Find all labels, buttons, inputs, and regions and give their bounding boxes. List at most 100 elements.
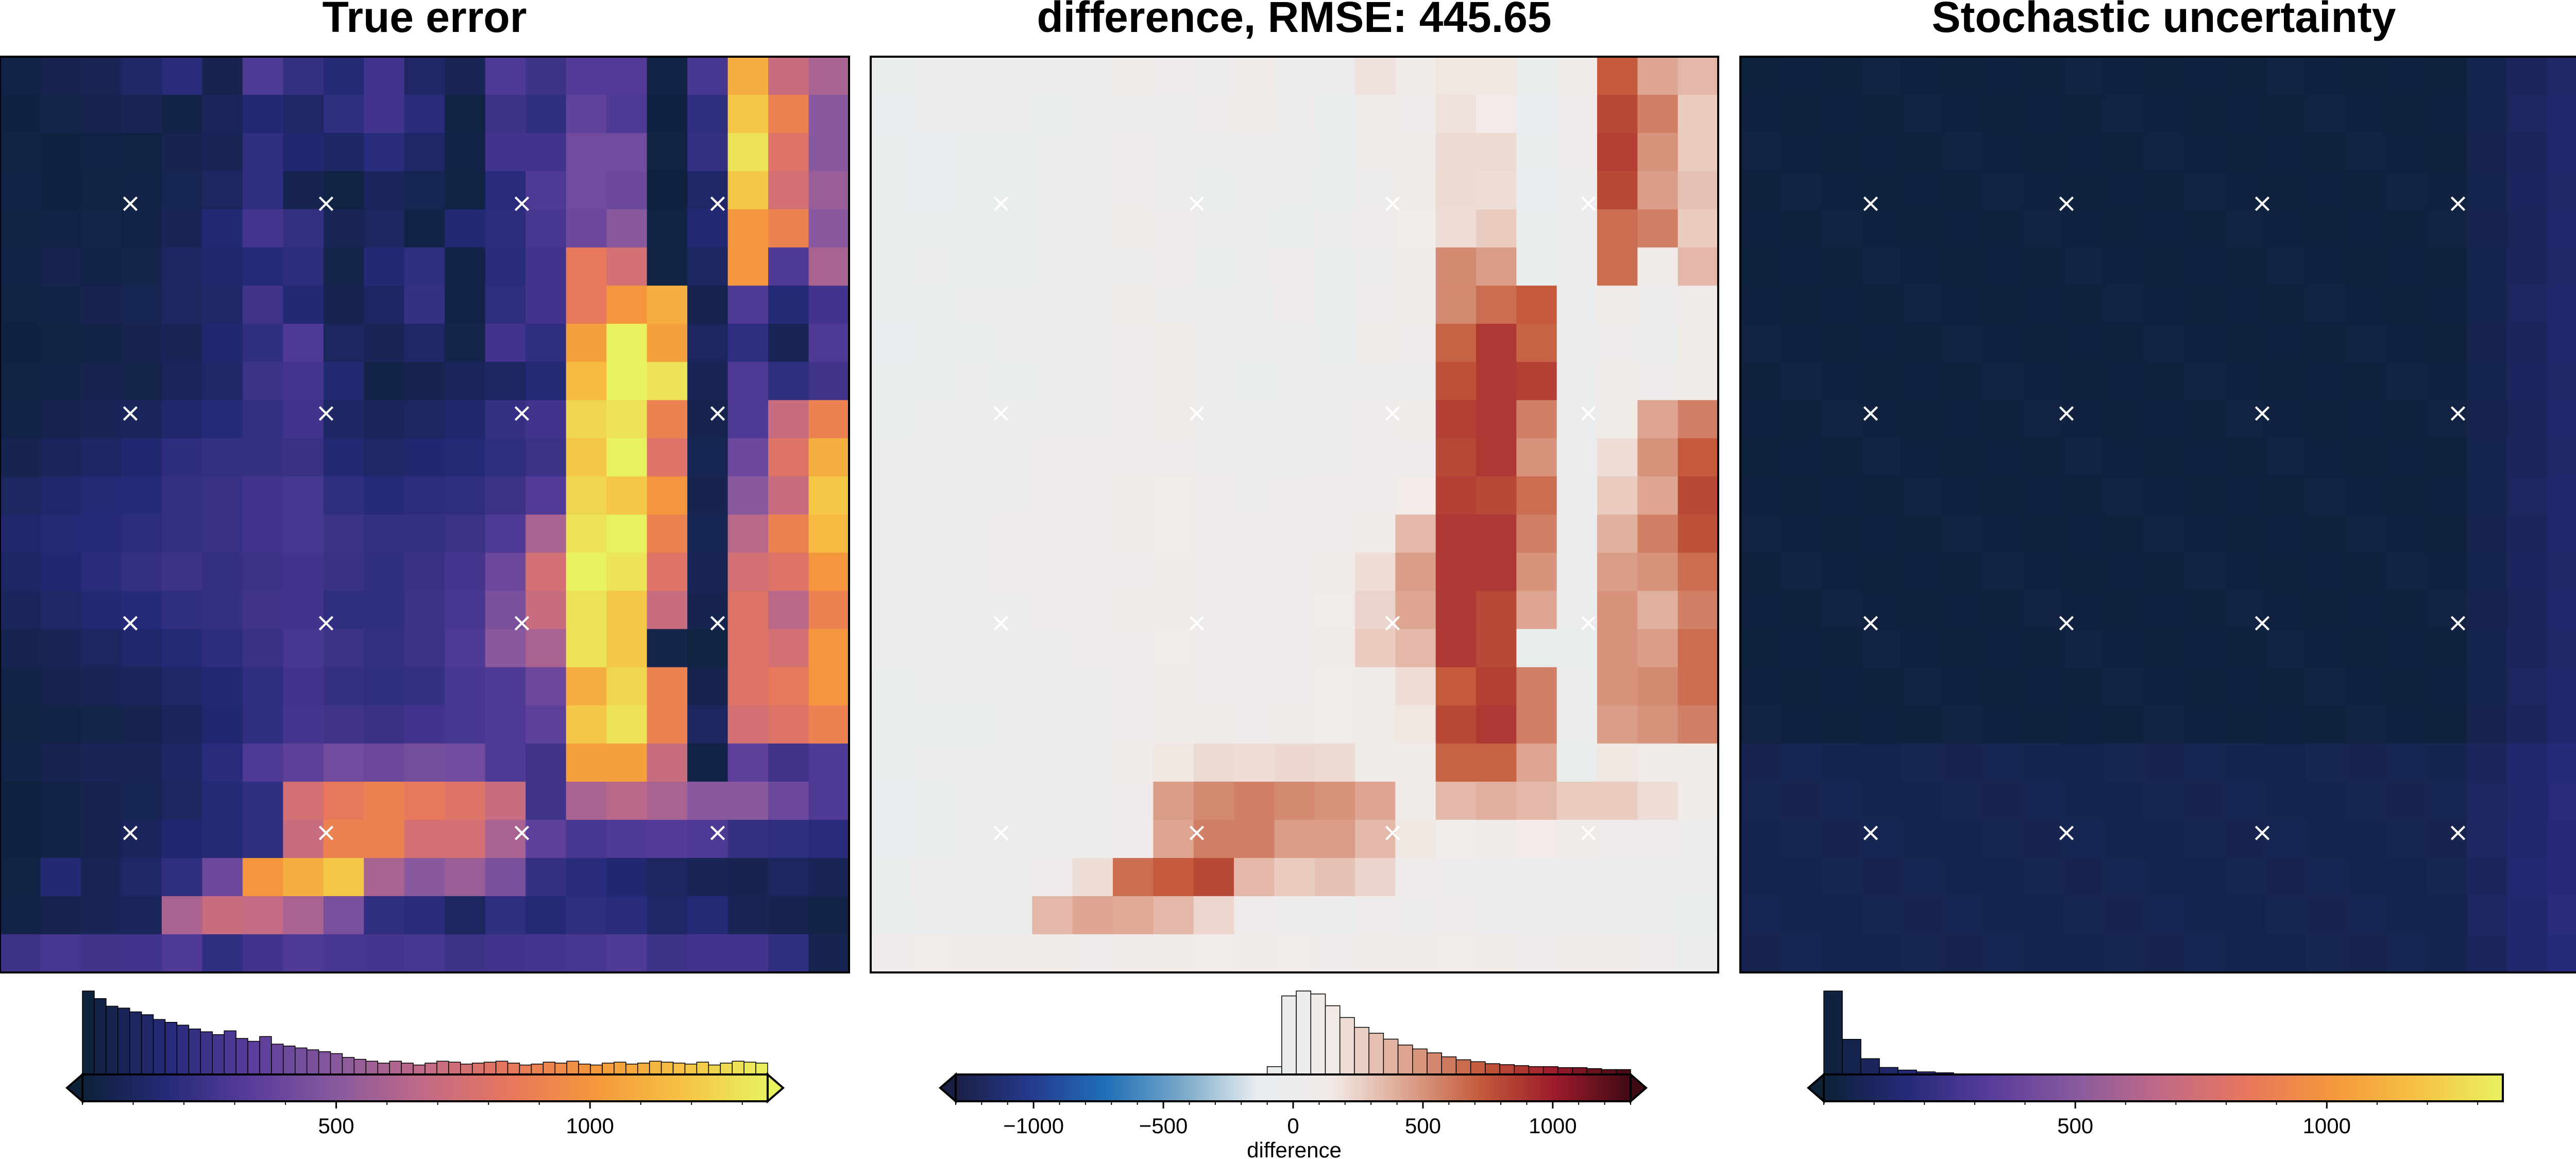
heatmap-cell (526, 591, 567, 630)
station-marker: × (707, 188, 728, 218)
heatmap-cell (80, 285, 122, 325)
heatmap-cell (911, 362, 952, 401)
histogram-bar (625, 1064, 638, 1075)
heatmap-cell (1516, 57, 1557, 95)
heatmap-cell (121, 629, 162, 668)
heatmap-cell (526, 552, 567, 592)
heatmap-cell (2467, 438, 2508, 477)
heatmap-cell (1234, 629, 1275, 668)
heatmap-cell (202, 324, 243, 363)
heatmap-cell (1597, 629, 1638, 668)
heatmap-cell (161, 438, 203, 477)
colorbar: 500 1000 (65, 1072, 785, 1138)
heatmap-cell (1597, 781, 1638, 820)
heatmap-cell (2426, 858, 2467, 897)
heatmap-cell (526, 705, 567, 744)
heatmap-cell (1113, 896, 1154, 935)
heatmap-cell (202, 781, 243, 820)
heatmap-cell (1395, 95, 1436, 133)
heatmap-cell (2144, 95, 2185, 133)
heatmap-cell (1395, 247, 1436, 287)
heatmap-cell (951, 285, 992, 325)
heatmap-cell (808, 629, 850, 668)
heatmap-cell (1234, 705, 1275, 744)
heatmap-cell (1861, 209, 1903, 248)
heatmap-cell (161, 934, 203, 973)
heatmap-cell (2265, 514, 2306, 553)
heatmap-cell (768, 552, 809, 592)
heatmap-cell (283, 400, 324, 439)
heatmap-cell (2426, 95, 2467, 133)
heatmap-cell (485, 57, 526, 95)
heatmap-cell (1781, 285, 1822, 325)
station-marker: × (511, 398, 533, 428)
heatmap-cell (992, 781, 1033, 820)
heatmap-cell (1861, 285, 1903, 325)
heatmap-cell (2426, 247, 2467, 287)
heatmap-cell (1740, 591, 1782, 630)
station-marker: × (1382, 398, 1403, 428)
heatmap-cell (2265, 858, 2306, 897)
heatmap-cell (1234, 57, 1275, 95)
heatmap-cell (40, 781, 81, 820)
heatmap-cell (1516, 858, 1557, 897)
heatmap-cell (1193, 476, 1234, 515)
heatmap-cell (445, 362, 486, 401)
colorbar-label: difference (1247, 1138, 1342, 1159)
heatmap-cell (2265, 476, 2306, 515)
heatmap-cell (1597, 209, 1638, 248)
heatmap-cell (242, 400, 284, 439)
heatmap-cell (1435, 362, 1477, 401)
heatmap-cell (1274, 324, 1315, 363)
heatmap-cell (1516, 667, 1557, 706)
heatmap-cell (1982, 819, 2024, 859)
heatmap-cell (566, 95, 607, 133)
heatmap-cell (1193, 95, 1234, 133)
colorbar-tick-label: 500 (1405, 1114, 1441, 1138)
heatmap-cell (727, 400, 769, 439)
heatmap-cell (2184, 476, 2225, 515)
histogram-bar (1879, 1067, 1899, 1075)
heatmap-cell (323, 95, 365, 133)
heatmap-cell (121, 667, 162, 706)
histogram-bar (1485, 1063, 1500, 1075)
heatmap-cell (1861, 743, 1903, 782)
heatmap-cell (1032, 858, 1073, 897)
heatmap-cell (951, 591, 992, 630)
heatmap-cell (951, 819, 992, 859)
heatmap-cell (1821, 476, 1862, 515)
station-marker: × (2447, 817, 2469, 847)
heatmap-cell (1193, 133, 1234, 172)
heatmap-cell (80, 95, 122, 133)
heatmap-cell (2023, 285, 2064, 325)
heatmap-cell (687, 400, 728, 439)
heatmap-cell (1274, 667, 1315, 706)
heatmap-cell (1861, 819, 1903, 859)
heatmap-cell (1556, 514, 1598, 553)
heatmap-cell (121, 591, 162, 630)
heatmap-cell (1314, 781, 1355, 820)
heatmap-cell (40, 934, 81, 973)
heatmap-cell (1113, 438, 1154, 477)
station-marker: × (707, 608, 728, 637)
heatmap-cell (283, 591, 324, 630)
heatmap-cell (1355, 629, 1396, 668)
heatmap-cell (2346, 57, 2387, 95)
heatmap-cell (1355, 552, 1396, 592)
heatmap-cell (566, 705, 607, 744)
heatmap-cell (951, 247, 992, 287)
heatmap-cell (0, 438, 41, 477)
heatmap-cell (911, 705, 952, 744)
heatmap-cell (40, 57, 81, 95)
heatmap-cell (364, 133, 405, 172)
heatmap-cell (2184, 133, 2225, 172)
heatmap-cell (2023, 781, 2064, 820)
heatmap-cell (1861, 552, 1903, 592)
heatmap-cell (283, 438, 324, 477)
heatmap-cell (242, 743, 284, 782)
colorbar-tick-label: 1000 (566, 1114, 614, 1138)
heatmap-cell (1355, 781, 1396, 820)
heatmap-cell (1982, 247, 2024, 287)
heatmap-cell (1193, 57, 1234, 95)
heatmap-cell (1395, 743, 1436, 782)
